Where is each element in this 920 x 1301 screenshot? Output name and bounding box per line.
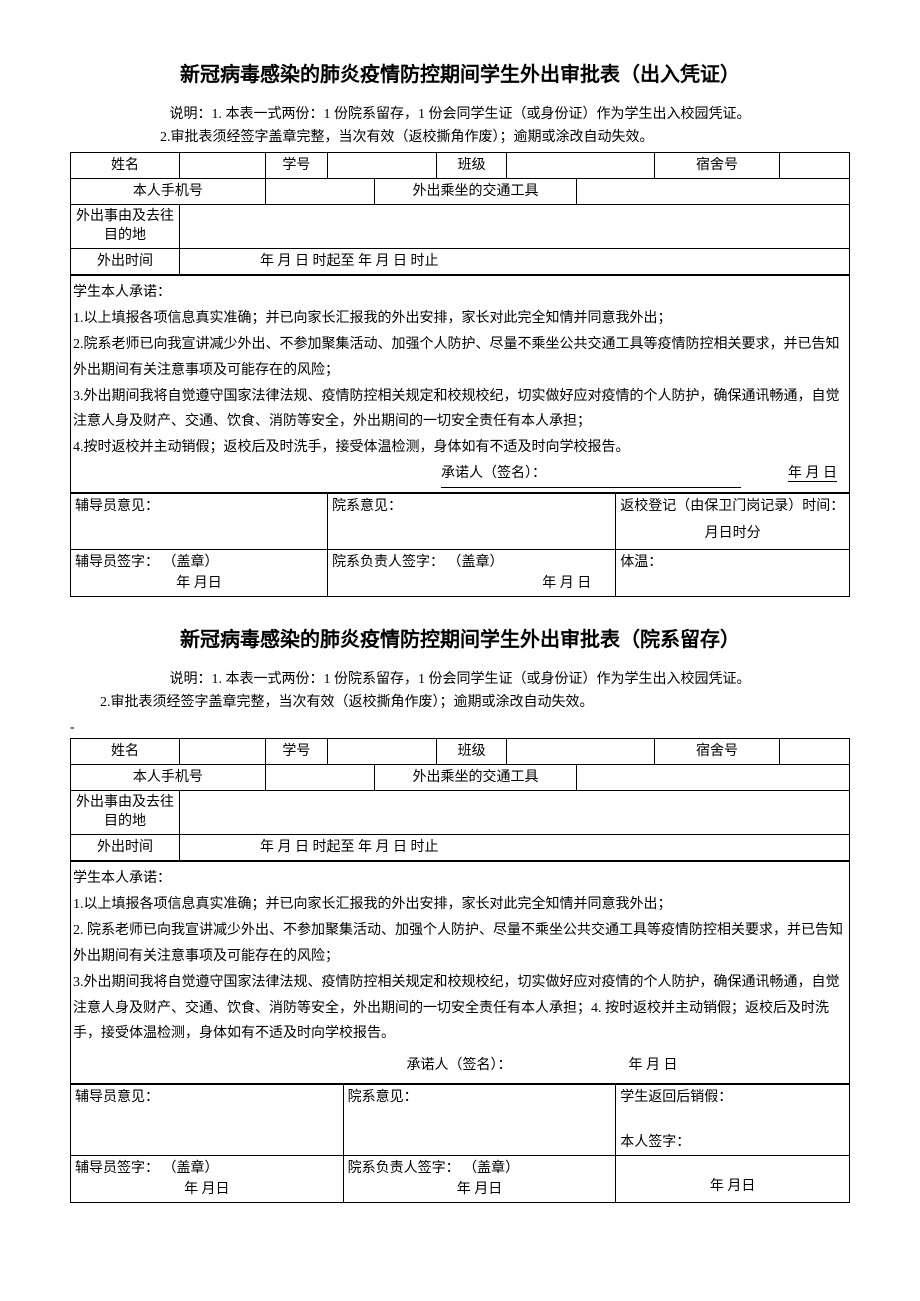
return-date-2: 年 月日 [620,1176,845,1197]
label-transport: 外出乘坐的交通工具 [374,179,577,205]
dept-sig-2[interactable]: 院系负责人签字： （盖章） 年 月日 [343,1156,616,1203]
form1-instr2: 2.审批表须经签字盖章完整，当次有效（返校撕角作废）；逾期或涂改自动失效。 [70,127,850,148]
row-time-2: 外出时间 年 月 日 时起至 年 月 日 时止 [71,835,850,861]
self-sig-2: 本人签字： [620,1132,845,1153]
advisor-sig-line-2: 辅导员签字： （盖章） [75,1158,339,1179]
commit-sig-label-2: 承诺人（签名）： [407,1058,512,1073]
advisor-opinion-2[interactable]: 辅导员意见： [71,1085,344,1156]
form2-approval: 辅导员意见： 院系意见： 学生返回后销假： 本人签字： 辅导员签字： （盖章） … [70,1084,850,1203]
row-phone: 本人手机号 外出乘坐的交通工具 [71,179,850,205]
dept-sig-line-2: 院系负责人签字： （盖章） [348,1158,612,1179]
field-dorm-2[interactable] [779,739,849,765]
form2-commit: 学生本人承诺： 1.以上填报各项信息真实准确；并已向家长汇报我的外出安排，家长对… [70,861,850,1084]
row-basic-2: 姓名 学号 班级 宿舍号 [71,739,850,765]
return-time: 月日时分 [620,523,845,544]
dept-sig[interactable]: 院系负责人签字： （盖章） 年 月 日 [328,550,616,597]
advisor-sig[interactable]: 辅导员签字： （盖章） 年 月日 [71,550,328,597]
commit-p2: 2.院系老师已向我宣讲减少外出、不参加聚集活动、加强个人防护、尽量不乘坐公共交通… [73,332,847,384]
field-reason-2[interactable] [180,791,850,835]
advisor-sig-2[interactable]: 辅导员签字： （盖章） 年 月日 [71,1156,344,1203]
label-dorm-2: 宿舍号 [655,739,780,765]
field-phone[interactable] [265,179,374,205]
row-phone-2: 本人手机号 外出乘坐的交通工具 [71,765,850,791]
temp-cell[interactable]: 体温： [616,550,850,597]
field-class[interactable] [507,153,655,179]
label-phone-2: 本人手机号 [71,765,266,791]
label-transport-2: 外出乘坐的交通工具 [374,765,577,791]
label-time: 外出时间 [71,249,180,275]
row-reason-2: 外出事由及去往目的地 [71,791,850,835]
field-name-2[interactable] [180,739,266,765]
field-name[interactable] [180,153,266,179]
field-transport[interactable] [577,179,850,205]
commit-sig-label: 承诺人（签名）： [441,461,741,488]
field-time-2[interactable]: 年 月 日 时起至 年 月 日 时止 [180,835,850,861]
label-sid: 学号 [265,153,327,179]
row-basic: 姓名 学号 班级 宿舍号 [71,153,850,179]
label-class-2: 班级 [437,739,507,765]
label-reason-2: 外出事由及去往目的地 [71,791,180,835]
form1-info-table: 姓名 学号 班级 宿舍号 本人手机号 外出乘坐的交通工具 外出事由及去往目的地 … [70,152,850,275]
label-name-2: 姓名 [71,739,180,765]
advisor-opinion[interactable]: 辅导员意见： [71,494,328,550]
field-phone-2[interactable] [265,765,374,791]
field-sid[interactable] [328,153,437,179]
commit-p3-2: 3.外出期间我将自觉遵守国家法律法规、疫情防控相关规定和校规校纪，切实做好应对疫… [73,970,847,1048]
return-reg[interactable]: 返校登记（由保卫门岗记录）时间： 月日时分 [616,494,850,550]
field-sid-2[interactable] [328,739,437,765]
advisor-sig-line: 辅导员签字： （盖章） [75,552,323,573]
dept-opinion[interactable]: 院系意见： [328,494,616,550]
label-phone: 本人手机号 [71,179,266,205]
commit-p3: 3.外出期间我将自觉遵守国家法律法规、疫情防控相关规定和校规校纪，切实做好应对疫… [73,384,847,436]
form2-instr2: 2.审批表须经签字盖章完整，当次有效（返校撕角作废）；逾期或涂改自动失效。 [70,692,850,713]
form1-instr1: 说明：1. 本表一式两份：1 份院系留存，1 份会同学生证（或身份证）作为学生出… [70,104,850,125]
form1-approval: 辅导员意见： 院系意见： 返校登记（由保卫门岗记录）时间： 月日时分 辅导员签字… [70,493,850,597]
return-reg-h-2: 学生返回后销假： [620,1087,845,1108]
commit-h-2: 学生本人承诺： [73,866,847,892]
commit-p2-2: 2. 院系老师已向我宣讲减少外出、不参加聚集活动、加强个人防护、尽量不乘坐公共交… [73,918,847,970]
dept-date: 年 月 日 [332,573,611,594]
label-name: 姓名 [71,153,180,179]
row-time: 外出时间 年 月 日 时起至 年 月 日 时止 [71,249,850,275]
label-dorm: 宿舍号 [655,153,780,179]
form1-title: 新冠病毒感染的肺炎疫情防控期间学生外出审批表（出入凭证） [70,60,850,90]
commit-cell: 学生本人承诺： 1.以上填报各项信息真实准确；并已向家长汇报我的外出安排，家长对… [71,276,850,493]
commit-p4: 4.按时返校并主动销假；返校后及时洗手，接受体温检测，身体如有不适及时向学校报告… [73,435,847,461]
label-sid-2: 学号 [265,739,327,765]
field-transport-2[interactable] [577,765,850,791]
return-reg-h: 返校登记（由保卫门岗记录）时间： [620,496,845,517]
commit-date-2: 年 月 日 [629,1058,678,1073]
label-reason: 外出事由及去往目的地 [71,205,180,249]
return-date-cell[interactable]: 年 月日 [616,1156,850,1203]
advisor-date: 年 月日 [75,573,323,594]
field-dorm[interactable] [779,153,849,179]
dept-opinion-2[interactable]: 院系意见： [343,1085,616,1156]
field-class-2[interactable] [507,739,655,765]
dept-date-2: 年 月日 [348,1179,612,1200]
form2-instr1: 说明：1. 本表一式两份：1 份院系留存，1 份会同学生证（或身份证）作为学生出… [70,669,850,690]
form2-title: 新冠病毒感染的肺炎疫情防控期间学生外出审批表（院系留存） [70,625,850,655]
commit-h: 学生本人承诺： [73,280,847,306]
dept-sig-line: 院系负责人签字： （盖章） [332,552,611,573]
label-class: 班级 [437,153,507,179]
form2-info-table: 姓名 学号 班级 宿舍号 本人手机号 外出乘坐的交通工具 外出事由及去往目的地 … [70,738,850,861]
field-reason[interactable] [180,205,850,249]
commit-p1: 1.以上填报各项信息真实准确；并已向家长汇报我的外出安排，家长对此完全知情并同意… [73,306,847,332]
advisor-date-2: 年 月日 [75,1179,339,1200]
commit-p1-2: 1.以上填报各项信息真实准确；并已向家长汇报我的外出安排，家长对此完全知情并同意… [73,892,847,918]
field-time[interactable]: 年 月 日 时起至 年 月 日 时止 [180,249,850,275]
form1-commit: 学生本人承诺： 1.以上填报各项信息真实准确；并已向家长汇报我的外出安排，家长对… [70,275,850,493]
label-time-2: 外出时间 [71,835,180,861]
row-reason: 外出事由及去往目的地 [71,205,850,249]
return-reg-2[interactable]: 学生返回后销假： 本人签字： [616,1085,850,1156]
commit-date: 年 月 日 [788,466,837,482]
commit-cell-2: 学生本人承诺： 1.以上填报各项信息真实准确；并已向家长汇报我的外出安排，家长对… [71,862,850,1084]
